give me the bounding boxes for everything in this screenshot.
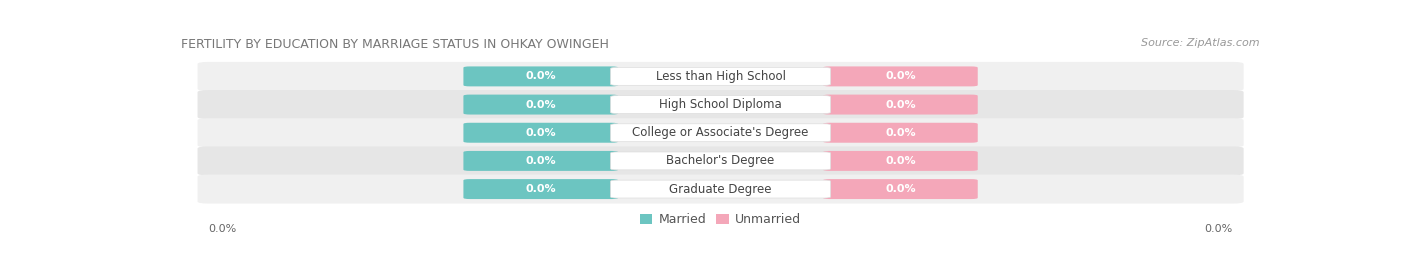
Text: Graduate Degree: Graduate Degree: [669, 183, 772, 196]
FancyBboxPatch shape: [823, 123, 977, 143]
Text: 0.0%: 0.0%: [526, 156, 557, 166]
Text: 0.0%: 0.0%: [884, 184, 915, 194]
Text: Less than High School: Less than High School: [655, 70, 786, 83]
FancyBboxPatch shape: [197, 62, 1244, 91]
Text: 0.0%: 0.0%: [526, 71, 557, 82]
FancyBboxPatch shape: [464, 95, 619, 115]
FancyBboxPatch shape: [464, 179, 619, 199]
Text: 0.0%: 0.0%: [526, 128, 557, 138]
FancyBboxPatch shape: [610, 152, 831, 170]
FancyBboxPatch shape: [464, 123, 619, 143]
FancyBboxPatch shape: [197, 90, 1244, 119]
FancyBboxPatch shape: [197, 118, 1244, 147]
FancyBboxPatch shape: [197, 175, 1244, 204]
FancyBboxPatch shape: [610, 124, 831, 142]
Text: 0.0%: 0.0%: [884, 71, 915, 82]
Text: FERTILITY BY EDUCATION BY MARRIAGE STATUS IN OHKAY OWINGEH: FERTILITY BY EDUCATION BY MARRIAGE STATU…: [181, 38, 609, 51]
Legend: Married, Unmarried: Married, Unmarried: [636, 208, 806, 231]
FancyBboxPatch shape: [464, 66, 619, 86]
Text: 0.0%: 0.0%: [884, 156, 915, 166]
Text: 0.0%: 0.0%: [208, 224, 236, 234]
Text: 0.0%: 0.0%: [526, 184, 557, 194]
FancyBboxPatch shape: [610, 95, 831, 114]
FancyBboxPatch shape: [823, 179, 977, 199]
Text: 0.0%: 0.0%: [1205, 224, 1233, 234]
FancyBboxPatch shape: [823, 151, 977, 171]
Text: College or Associate's Degree: College or Associate's Degree: [633, 126, 808, 139]
Text: High School Diploma: High School Diploma: [659, 98, 782, 111]
Text: 0.0%: 0.0%: [526, 100, 557, 109]
FancyBboxPatch shape: [464, 151, 619, 171]
Text: 0.0%: 0.0%: [884, 128, 915, 138]
Text: Source: ZipAtlas.com: Source: ZipAtlas.com: [1142, 38, 1260, 48]
Text: 0.0%: 0.0%: [884, 100, 915, 109]
FancyBboxPatch shape: [823, 66, 977, 86]
FancyBboxPatch shape: [610, 180, 831, 198]
FancyBboxPatch shape: [610, 68, 831, 85]
FancyBboxPatch shape: [197, 146, 1244, 175]
FancyBboxPatch shape: [823, 95, 977, 115]
Text: Bachelor's Degree: Bachelor's Degree: [666, 154, 775, 167]
